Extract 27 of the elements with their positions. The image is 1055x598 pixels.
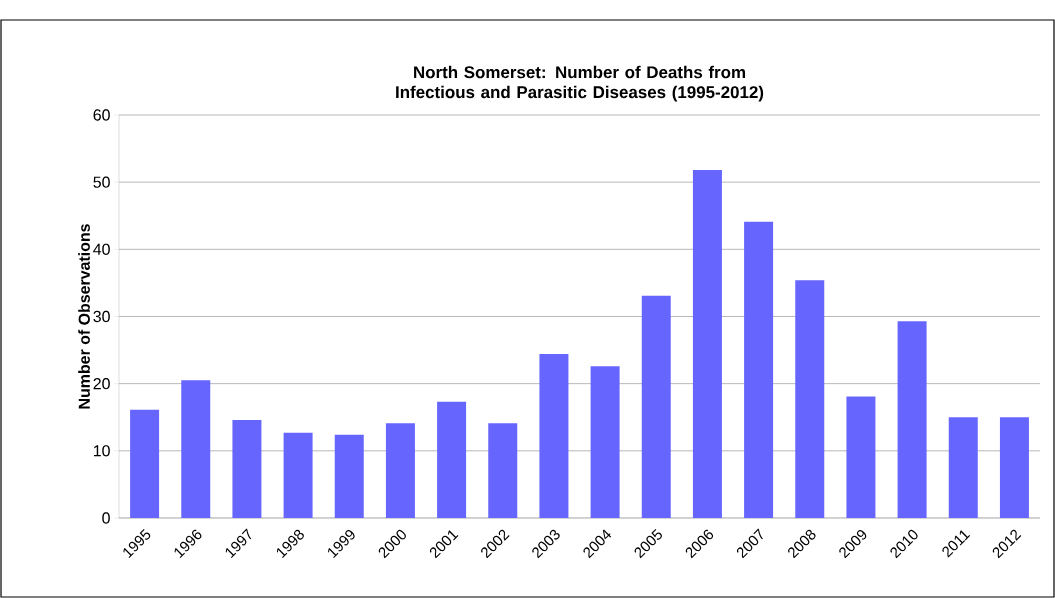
bar [283,432,313,518]
y-tick-label: 10 [93,445,110,457]
bar [488,423,518,518]
y-tick-label: 20 [93,378,110,390]
y-tick-label: 30 [93,310,110,323]
bar [130,409,160,518]
bar [846,396,876,518]
bar [795,280,825,518]
bar [232,419,262,518]
chart-title: North Somerset: Number of Deaths from Infectious and Parasitic Diseases (1995-2012) [396,65,764,102]
bar [692,170,722,518]
y-axis-title: Number of Observations [78,224,90,409]
y-tick-label: 0 [102,512,110,524]
bar [897,321,927,518]
bar [334,434,364,518]
bar [641,295,671,518]
bar [437,401,467,518]
bar [539,354,569,518]
bar [744,221,774,518]
bar [181,380,211,518]
bar [999,417,1029,518]
bar [948,417,978,518]
y-tick-label: 60 [93,109,110,121]
bar [385,423,415,518]
y-tick-label: 40 [93,243,110,255]
y-tick-label: 50 [93,176,110,188]
bar [590,366,620,518]
